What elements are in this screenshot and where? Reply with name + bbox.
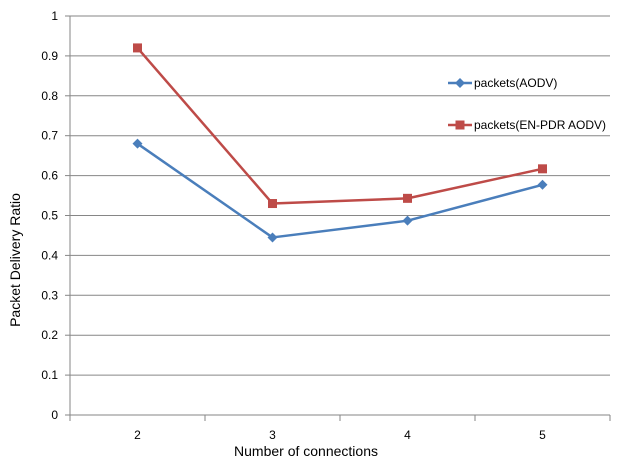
y-tick-label: 0.1 xyxy=(41,368,58,382)
y-tick-label: 0.4 xyxy=(41,248,58,262)
y-tick-label: 0.6 xyxy=(41,169,58,183)
x-tick-label: 3 xyxy=(269,428,276,442)
y-tick-label: 0.2 xyxy=(41,328,58,342)
legend: packets(AODV) packets(EN-PDR AODV) xyxy=(448,76,606,132)
y-tick-label: 0.8 xyxy=(41,89,58,103)
y-tick-label: 0.9 xyxy=(41,49,58,63)
x-tick-label: 2 xyxy=(134,428,141,442)
legend-item: packets(AODV) xyxy=(448,76,557,90)
y-tick-label: 0.7 xyxy=(41,129,58,143)
series-group xyxy=(132,43,548,243)
y-tick-labels: 0 0.1 0.2 0.3 0.4 0.5 0.6 0.7 0.8 0.9 1 xyxy=(41,9,58,422)
legend-marker xyxy=(455,78,465,88)
legend-marker xyxy=(455,120,465,130)
data-point xyxy=(537,179,548,190)
data-point xyxy=(402,215,413,226)
legend-label: packets(EN-PDR AODV) xyxy=(474,118,606,132)
series-line xyxy=(136,142,543,239)
y-tick-label: 0.5 xyxy=(41,209,58,223)
x-axis-title: Number of connections xyxy=(234,443,378,459)
data-point xyxy=(267,232,278,243)
y-axis-title: Packet Delivery Ratio xyxy=(7,193,23,327)
legend-label: packets(AODV) xyxy=(474,76,557,90)
legend-item: packets(EN-PDR AODV) xyxy=(448,118,606,132)
axes xyxy=(65,15,611,421)
series-0 xyxy=(132,138,548,243)
x-tick-labels: 2 3 4 5 xyxy=(134,428,546,442)
y-tick-label: 1 xyxy=(51,9,58,23)
x-tick-label: 5 xyxy=(539,428,546,442)
series-line xyxy=(136,47,543,205)
data-point xyxy=(538,164,547,174)
y-tick-label: 0.3 xyxy=(41,288,58,302)
gridlines xyxy=(70,15,610,376)
x-tick-label: 4 xyxy=(404,428,411,442)
y-tick-label: 0 xyxy=(51,408,58,422)
data-point xyxy=(268,199,277,209)
data-point xyxy=(133,43,142,53)
data-point xyxy=(403,193,412,203)
series-1 xyxy=(133,43,547,209)
data-point xyxy=(132,138,143,149)
